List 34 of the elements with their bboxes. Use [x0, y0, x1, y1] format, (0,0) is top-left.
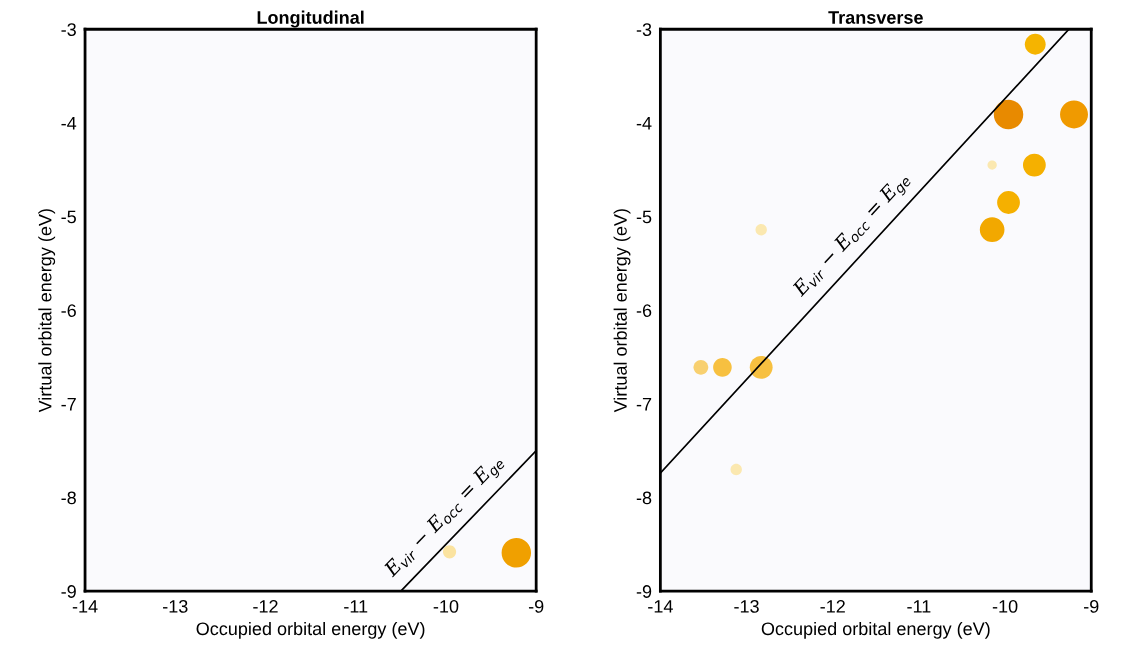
y-axis-title: Virtual orbital energy (eV) — [613, 209, 631, 413]
y-tick-label: -6 — [61, 304, 76, 317]
chart-title: Longitudinal — [257, 10, 364, 28]
y-tick-label: -8 — [636, 491, 652, 505]
x-tick-label: -12 — [820, 600, 845, 613]
x-tick-label: -9 — [528, 600, 544, 613]
x-axis-title: Occupied orbital energy (eV) — [196, 621, 425, 639]
chart-title: Transverse — [828, 11, 923, 24]
y-tick-label: -6 — [636, 304, 652, 317]
y-tick-label: -5 — [636, 210, 652, 224]
annotation: E$_{vir}$ − E$_{occ}$ = E$_{ge}$ — [791, 170, 914, 302]
x-tick-label: -10 — [433, 600, 459, 613]
y-tick-label: -8 — [61, 491, 76, 505]
x-tick-label: -13 — [163, 600, 188, 613]
y-tick-label: -3 — [61, 23, 76, 36]
x-tick-label: -9 — [1084, 600, 1099, 613]
x-tick-label: -11 — [907, 600, 931, 613]
y-tick-label: -5 — [61, 210, 76, 224]
y-tick-label: -4 — [61, 117, 77, 130]
annotation: E$_{vir}$ − E$_{occ}$ = E$_{ge}$ — [382, 453, 508, 582]
x-tick-label: -11 — [344, 600, 368, 613]
x-axis-title: Occupied orbital energy (eV) — [761, 621, 990, 639]
x-tick-label: -14 — [72, 600, 98, 613]
x-tick-label: -10 — [992, 600, 1018, 613]
x-tick-label: -13 — [734, 600, 759, 613]
y-tick-label: -7 — [61, 398, 76, 411]
y-tick-label: -9 — [636, 585, 652, 598]
x-tick-label: -12 — [253, 600, 278, 613]
y-tick-label: -9 — [61, 585, 76, 598]
y-tick-label: -7 — [636, 398, 652, 411]
y-tick-label: -4 — [636, 117, 652, 130]
x-tick-label: -14 — [648, 600, 673, 613]
y-tick-label: -3 — [636, 23, 652, 36]
y-axis-title: Virtual orbital energy (eV) — [38, 209, 56, 413]
